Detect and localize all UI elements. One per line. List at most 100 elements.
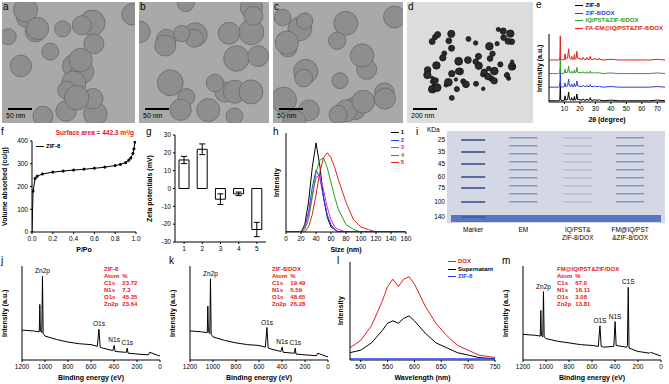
svg-text:800: 800: [63, 363, 74, 370]
svg-text:4: 4: [237, 245, 241, 252]
svg-text:1200: 1200: [516, 363, 531, 370]
svg-text:0: 0: [284, 235, 288, 242]
html-text:50 nm: 50 nm: [6, 112, 26, 119]
svg-text:1.0: 1.0: [131, 235, 140, 242]
html-text:45: 45: [437, 160, 445, 167]
html-text:60: 60: [437, 173, 445, 180]
svg-text:O1s: O1s: [261, 319, 274, 326]
svg-text:200: 200: [633, 363, 644, 370]
svg-text:600: 600: [254, 363, 265, 370]
html-text:2θ (degree): 2θ (degree): [588, 116, 626, 123]
svg-text:60: 60: [327, 235, 335, 242]
svg-text:200: 200: [300, 363, 311, 370]
svg-text:0: 0: [24, 228, 28, 235]
svg-text:N1S: N1S: [609, 313, 622, 320]
svg-text:40: 40: [607, 105, 615, 112]
svg-text:400: 400: [610, 363, 621, 370]
svg-text:200: 200: [132, 363, 143, 370]
svg-text:N1s: N1s: [276, 338, 288, 345]
svg-text:10: 10: [164, 167, 172, 174]
svg-text:-10: -10: [162, 203, 172, 210]
svg-text:1000: 1000: [539, 363, 554, 370]
svg-text:-20: -20: [162, 220, 172, 227]
svg-text:160: 160: [401, 235, 412, 242]
svg-text:40: 40: [312, 235, 320, 242]
svg-text:140: 140: [386, 235, 397, 242]
svg-text:100: 100: [17, 206, 28, 213]
svg-text:N1s: N1s: [108, 336, 120, 343]
svg-text:400: 400: [109, 363, 120, 370]
svg-text:0.4: 0.4: [69, 235, 78, 242]
html-text:Surface area = 442.3 m²/g: Surface area = 442.3 m²/g: [55, 129, 134, 136]
html-text:200 nm: 200 nm: [411, 112, 435, 119]
svg-text:Zn2p: Zn2p: [35, 267, 50, 275]
svg-text:0: 0: [326, 363, 330, 370]
svg-text:1: 1: [182, 245, 186, 252]
html-text:25: 25: [437, 136, 445, 143]
svg-text:300: 300: [17, 160, 28, 167]
svg-text:60: 60: [638, 105, 646, 112]
svg-text:10: 10: [561, 105, 569, 112]
svg-text:0: 0: [167, 185, 171, 192]
svg-text:C1s: C1s: [121, 339, 133, 346]
svg-text:0.0: 0.0: [27, 235, 36, 242]
svg-text:O1s: O1s: [93, 320, 106, 327]
svg-text:600: 600: [409, 363, 420, 370]
html-text:Zeta potentials (mV): Zeta potentials (mV): [146, 155, 153, 222]
svg-text:750: 750: [490, 363, 501, 370]
svg-text:100: 100: [356, 235, 367, 242]
svg-text:20: 20: [297, 235, 305, 242]
svg-text:70: 70: [654, 105, 662, 112]
html-text:Intensity: Intensity: [273, 168, 280, 197]
svg-text:600: 600: [587, 363, 598, 370]
svg-text:20: 20: [576, 105, 584, 112]
svg-text:0.6: 0.6: [90, 235, 99, 242]
svg-text:600: 600: [86, 363, 97, 370]
svg-text:1000: 1000: [38, 363, 53, 370]
svg-text:0.2: 0.2: [48, 235, 57, 242]
svg-text:80: 80: [342, 235, 350, 242]
svg-text:C1s: C1s: [289, 339, 301, 346]
svg-text:Zn2p: Zn2p: [536, 283, 551, 291]
svg-text:800: 800: [231, 363, 242, 370]
svg-text:800: 800: [564, 363, 575, 370]
html-text:FA-EM@IQ/PST&ZIF-8/DOX: FA-EM@IQ/PST&ZIF-8/DOX: [585, 24, 663, 31]
svg-text:0: 0: [659, 363, 663, 370]
svg-text:0.8: 0.8: [111, 235, 120, 242]
html-text:m: m: [502, 255, 511, 266]
svg-text:650: 650: [436, 363, 447, 370]
svg-text:1200: 1200: [15, 363, 30, 370]
svg-text:550: 550: [382, 363, 393, 370]
svg-text:50: 50: [623, 105, 631, 112]
svg-text:-30: -30: [162, 238, 172, 245]
svg-text:Zn2p: Zn2p: [203, 270, 218, 278]
html-text:Size (nm): Size (nm): [330, 246, 362, 253]
html-text:ZIF-8/DOX: ZIF-8/DOX: [585, 9, 615, 16]
html-text:FM@IQ/PST &ZIF-8/DOX: FM@IQ/PST &ZIF-8/DOX: [611, 226, 649, 241]
svg-text:2: 2: [200, 245, 204, 252]
svg-text:5: 5: [255, 245, 259, 252]
html-text:P/Po: P/Po: [76, 246, 92, 253]
svg-text:700: 700: [463, 363, 474, 370]
html-text:35: 35: [437, 148, 445, 155]
svg-text:400: 400: [17, 137, 28, 144]
svg-text:30: 30: [164, 131, 172, 138]
svg-text:500: 500: [355, 363, 366, 370]
svg-text:O1S: O1S: [593, 317, 607, 324]
html-text:KDa: KDa: [427, 126, 440, 133]
svg-text:C1S: C1S: [622, 278, 635, 285]
html-text:Volume absorbed (cc/g): Volume absorbed (cc/g): [1, 147, 8, 226]
svg-text:30: 30: [592, 105, 600, 112]
svg-text:400: 400: [277, 363, 288, 370]
svg-text:200: 200: [17, 183, 28, 190]
svg-text:20: 20: [164, 149, 172, 156]
html-text:50 nm: 50 nm: [277, 112, 297, 119]
svg-text:3: 3: [219, 245, 223, 252]
html-text:Intensity (a.u.): Intensity (a.u.): [536, 44, 543, 92]
html-text:50 nm: 50 nm: [143, 112, 163, 119]
svg-text:0: 0: [158, 363, 162, 370]
svg-text:120: 120: [371, 235, 382, 242]
svg-text:1200: 1200: [183, 363, 198, 370]
svg-text:1000: 1000: [206, 363, 221, 370]
html-text:IQ/PST& ZIF-8/DOX: IQ/PST& ZIF-8/DOX: [562, 226, 594, 241]
